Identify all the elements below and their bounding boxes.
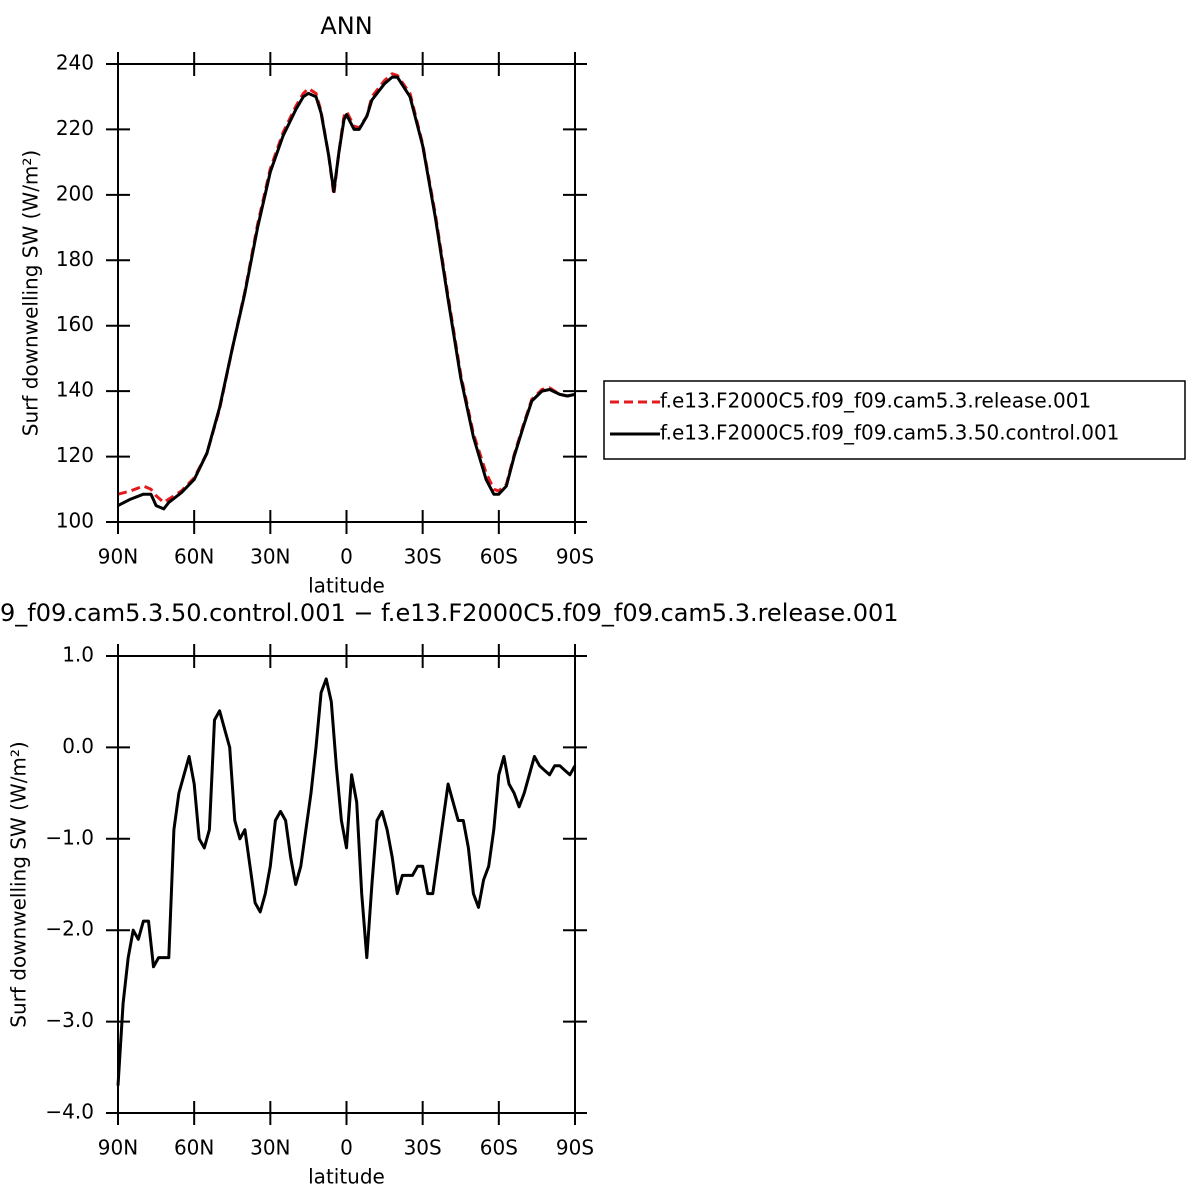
plot-frame bbox=[117, 655, 576, 1114]
y-tick-label: 1.0 bbox=[62, 643, 94, 667]
y-axis-label: Surf downwelling SW (W/m²) bbox=[19, 150, 43, 436]
data-line bbox=[116, 677, 577, 1086]
x-tick-label: 30N bbox=[250, 1136, 290, 1160]
y-tick-label: −3.0 bbox=[45, 1008, 94, 1032]
data-line bbox=[117, 75, 576, 511]
x-tick-label: 30S bbox=[404, 545, 442, 569]
x-axis-label: latitude bbox=[308, 574, 385, 598]
y-tick-label: 140 bbox=[56, 378, 94, 402]
legend-label: f.e13.F2000C5.f09_f09.cam5.3.release.001 bbox=[660, 389, 1091, 413]
plot-frame bbox=[117, 63, 576, 523]
x-tick-label: 60N bbox=[174, 1136, 214, 1160]
x-tick-label: 0 bbox=[340, 545, 353, 569]
y-tick-label: 220 bbox=[56, 116, 94, 140]
y-tick-label: 100 bbox=[56, 509, 94, 533]
x-tick-label: 0 bbox=[340, 1136, 353, 1160]
y-tick-label: 120 bbox=[56, 443, 94, 467]
y-tick-label: 180 bbox=[56, 247, 94, 271]
y-tick-label: −1.0 bbox=[45, 825, 94, 849]
chart-title: ANN bbox=[320, 12, 372, 40]
x-tick-label: 90N bbox=[98, 545, 138, 569]
legend-label: f.e13.F2000C5.f09_f09.cam5.3.50.control.… bbox=[660, 421, 1119, 445]
x-tick-label: 90S bbox=[556, 545, 594, 569]
x-tick-label: 90N bbox=[98, 1136, 138, 1160]
y-tick-label: −2.0 bbox=[45, 917, 94, 941]
x-tick-label: 30S bbox=[404, 1136, 442, 1160]
y-tick-label: 200 bbox=[56, 181, 94, 205]
y-tick-label: 0.0 bbox=[62, 734, 94, 758]
y-tick-label: 240 bbox=[56, 51, 94, 75]
y-tick-label: 160 bbox=[56, 312, 94, 336]
chart-title: f.e13.F2000C5.f09_f09.cam5.3.50.control.… bbox=[0, 599, 899, 627]
x-tick-label: 60N bbox=[174, 545, 214, 569]
x-tick-label: 60S bbox=[480, 1136, 518, 1160]
x-tick-label: 90S bbox=[556, 1136, 594, 1160]
data-line bbox=[117, 72, 576, 504]
x-axis-label: latitude bbox=[308, 1165, 385, 1189]
x-tick-label: 30N bbox=[250, 545, 290, 569]
y-tick-label: −4.0 bbox=[45, 1100, 94, 1124]
y-axis-label: Surf downwelling SW (W/m²) bbox=[7, 741, 31, 1027]
x-tick-label: 60S bbox=[480, 545, 518, 569]
legend-box bbox=[603, 380, 1186, 460]
